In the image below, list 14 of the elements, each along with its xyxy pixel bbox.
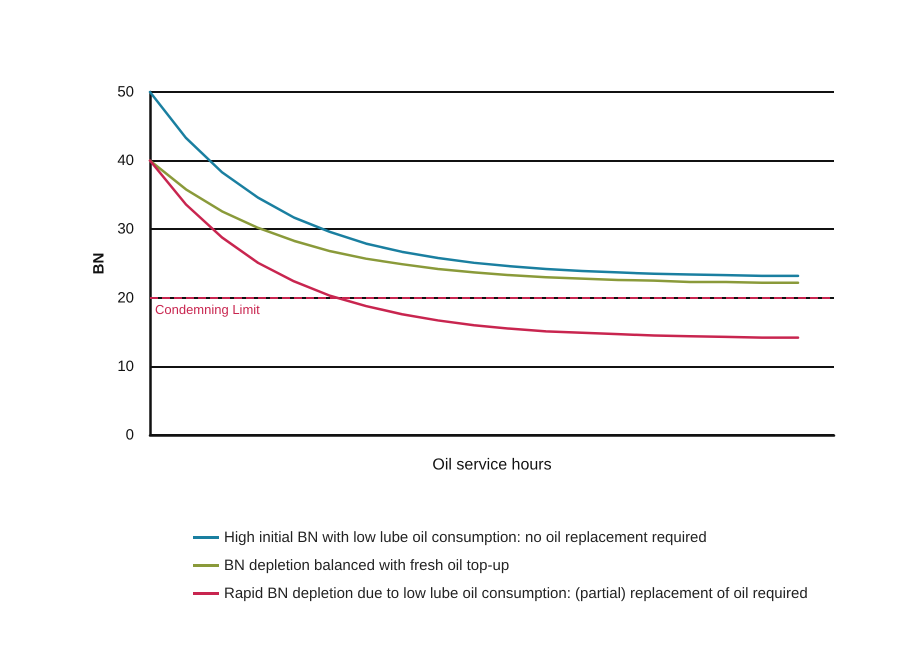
y-tick-label: 10 <box>117 358 134 375</box>
y-tick-label: 30 <box>117 220 134 238</box>
x-axis-title: Oil service hours <box>432 456 552 474</box>
y-axis-title: BN <box>90 252 108 274</box>
y-tick-label: 20 <box>117 289 134 306</box>
y-tick-label: 40 <box>117 152 134 170</box>
legend-label: Rapid BN depletion due to low lube oil consumption: (partial) replacement of oil required <box>224 585 808 602</box>
y-tick-label: 50 <box>117 84 134 100</box>
line-series <box>148 90 800 278</box>
legend-label: High initial BN with low lube oil consumption: no oil replacement required <box>224 529 707 546</box>
y-tick-label: 0 <box>126 426 134 444</box>
legend-label: BN depletion balanced with fresh oil top-up <box>224 557 510 574</box>
ref-line-label: Condemning Limit <box>155 302 260 317</box>
line-series <box>148 159 800 284</box>
